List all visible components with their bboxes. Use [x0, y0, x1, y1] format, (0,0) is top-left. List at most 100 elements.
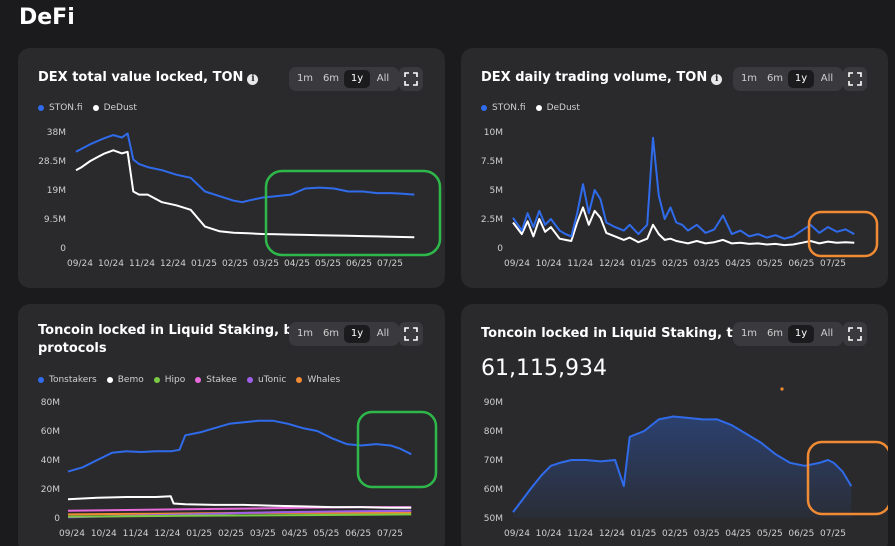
y-tick-label: 50M — [484, 514, 503, 524]
range-6m-button[interactable]: 6m — [766, 328, 784, 339]
legend-item[interactable]: DeDust — [535, 103, 580, 113]
y-tick-label: 20M — [41, 485, 60, 495]
legend-item[interactable]: Hipo — [153, 375, 186, 385]
highlight-annotation — [356, 410, 438, 489]
x-tick-label: 02/25 — [662, 259, 688, 269]
x-tick-label: 02/25 — [222, 259, 248, 269]
legend-item[interactable]: Tonstakers — [38, 375, 97, 385]
y-tick-label: 38M — [47, 128, 66, 138]
tvl-expand-button[interactable] — [399, 67, 423, 91]
x-tick-label: 09/24 — [67, 259, 93, 269]
range-6m-button[interactable]: 6m — [322, 73, 340, 84]
range-1m-button[interactable]: 1m — [296, 73, 314, 84]
legend-dot — [153, 377, 160, 383]
legend-item[interactable]: Whales — [296, 375, 340, 385]
legend-label: DeDust — [103, 103, 137, 113]
y-tick-label: 9.5M — [44, 215, 66, 225]
x-tick-label: 06/25 — [788, 529, 814, 539]
range-6m-button[interactable]: 6m — [766, 73, 784, 84]
staking-total-expand-button[interactable] — [843, 322, 867, 346]
staking-total-card-title: Toncoin locked in Liquid Staking, total — [481, 326, 762, 341]
series-line[interactable] — [512, 415, 853, 513]
legend-label: Whales — [307, 375, 341, 385]
range-all-button[interactable]: All — [376, 73, 390, 84]
x-tick-label: 05/25 — [315, 259, 341, 269]
y-tick-label: 80M — [484, 427, 503, 437]
range-1m-button[interactable]: 1m — [740, 73, 758, 84]
legend-label: Hipo — [164, 375, 186, 385]
x-tick-label: 12/24 — [154, 529, 180, 539]
tvl-chart: 38M 28.5M 19M 9.5M 009/24 10/24 11/24 12/24 01/2… — [38, 128, 442, 269]
range-1y-button[interactable]: 1y — [788, 70, 814, 88]
legend-item[interactable]: DeDust — [92, 103, 137, 113]
legend-dot — [38, 377, 44, 383]
x-tick-label: 01/25 — [630, 259, 656, 269]
volume-card: DEX daily trading volume, TON i 1m 6m 1y … — [461, 48, 888, 288]
legend-label: uTonic — [257, 375, 287, 385]
staking-protocols-expand-button[interactable] — [399, 322, 423, 346]
info-icon[interactable]: i — [247, 74, 259, 85]
tvl-range-selector: 1m 6m 1y All — [289, 67, 399, 91]
series-line[interactable] — [75, 149, 415, 239]
range-6m-button[interactable]: 6m — [322, 328, 340, 339]
staking-protocols-title-line2: protocols — [38, 341, 107, 356]
x-tick-label: 09/24 — [504, 259, 530, 269]
range-1m-button[interactable]: 1m — [740, 328, 758, 339]
legend-label: Tonstakers — [49, 375, 97, 385]
range-1y-button[interactable]: 1y — [344, 70, 370, 88]
series-line[interactable] — [67, 495, 412, 509]
staking-protocols-title-line1: Toncoin locked in Liquid Staking, by — [38, 323, 302, 338]
legend-item[interactable]: uTonic — [246, 375, 287, 385]
staking-protocols-card-title: Toncoin locked in Liquid Staking, by pro… — [38, 322, 301, 358]
y-tick-label: 70M — [484, 456, 503, 466]
expand-icon — [404, 72, 418, 86]
x-tick-label: 03/25 — [253, 259, 279, 269]
series-line[interactable] — [67, 513, 412, 518]
legend-item[interactable]: Stakee — [195, 375, 237, 385]
series-line[interactable] — [67, 419, 412, 473]
staking-total-card: Toncoin locked in Liquid Staking, total … — [461, 304, 888, 546]
range-all-button[interactable]: All — [820, 328, 834, 339]
y-tick-label: 0 — [54, 514, 60, 524]
legend-item[interactable]: STON.fi — [481, 103, 526, 113]
legend-item[interactable]: Bemo — [106, 375, 144, 385]
x-tick-label: 03/25 — [250, 529, 276, 539]
tvl-title-text: DEX total value locked, TON — [38, 70, 244, 85]
legend-item[interactable]: STON.fi — [38, 103, 83, 113]
range-1y-button[interactable]: 1y — [344, 325, 370, 343]
series-line[interactable] — [512, 136, 855, 240]
y-tick-label: 7.5M — [481, 157, 503, 167]
expand-icon — [848, 327, 862, 341]
legend-label: DeDust — [546, 103, 580, 113]
volume-expand-button[interactable] — [843, 67, 867, 91]
info-icon[interactable]: i — [711, 74, 723, 85]
staking-protocols-range-selector: 1m 6m 1y All — [289, 322, 399, 346]
series-line[interactable] — [512, 206, 855, 247]
range-all-button[interactable]: All — [820, 73, 834, 84]
legend-label: STON.fi — [492, 103, 526, 113]
x-tick-label: 05/25 — [757, 529, 783, 539]
range-1y-button[interactable]: 1y — [788, 325, 814, 343]
x-tick-label: 12/24 — [160, 259, 186, 269]
y-tick-label: 10M — [484, 128, 503, 138]
legend-dot — [481, 105, 487, 111]
x-tick-label: 06/25 — [788, 259, 814, 269]
staking-protocols-card: Toncoin locked in Liquid Staking, by pro… — [18, 304, 445, 546]
page-title: DeFi — [19, 5, 75, 30]
x-tick-label: 03/25 — [694, 259, 720, 269]
volume-legend: STON.fi DeDust — [481, 103, 590, 113]
x-tick-label: 03/25 — [694, 529, 720, 539]
x-tick-label: 07/25 — [820, 529, 846, 539]
y-tick-label: 2.5M — [481, 215, 503, 225]
y-tick-label: 60M — [484, 485, 503, 495]
range-all-button[interactable]: All — [376, 328, 390, 339]
series-line[interactable] — [75, 132, 415, 204]
y-tick-label: 0 — [60, 244, 66, 254]
x-tick-label: 10/24 — [91, 529, 117, 539]
x-tick-label: 11/24 — [123, 529, 149, 539]
legend-dot — [246, 377, 253, 383]
legend-dot — [92, 105, 99, 111]
range-1m-button[interactable]: 1m — [296, 328, 314, 339]
y-tick-label: 28.5M — [38, 157, 66, 167]
y-tick-label: 40M — [41, 456, 60, 466]
